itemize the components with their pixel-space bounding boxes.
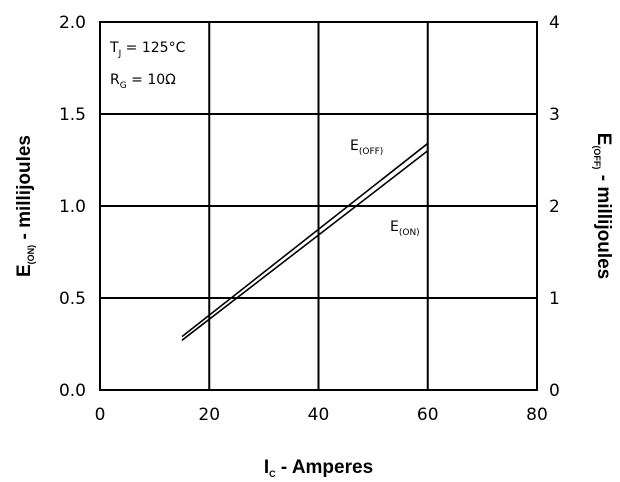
chart-labels: IC - Amperes E(ON) - millijoules E(OFF) - … [14, 40, 614, 479]
x-tick-label: 0 [95, 405, 106, 425]
y-right-tick-label: 4 [549, 13, 560, 33]
series-label-eoff: E(OFF) [350, 138, 383, 157]
x-tick-label: 40 [308, 405, 330, 425]
annotation-1: TJ = 125°C [109, 40, 186, 59]
plot-frame [99, 21, 538, 391]
y-right-tick-label: 0 [549, 381, 560, 401]
y-right-axis-title: E(OFF) - millijoules [592, 133, 614, 280]
y-left-tick-label: 0.5 [59, 289, 86, 309]
y-left-axis-title: E(ON) - millijoules [14, 135, 36, 277]
y-right-tick-label: 2 [549, 197, 560, 217]
y-left-tick-label: 2.0 [59, 13, 86, 33]
series-lines [181, 142, 429, 341]
y-left-tick-label: 0.0 [59, 381, 86, 401]
series-line-eon [181, 150, 429, 341]
y-right-tick-label: 3 [549, 105, 560, 125]
x-tick-label: 20 [198, 405, 220, 425]
x-tick-label: 60 [417, 405, 439, 425]
x-tick-label: 80 [526, 405, 548, 425]
x-axis-title: IC - Amperes [264, 457, 373, 479]
series-label-eon: E(ON) [390, 219, 420, 238]
y-left-tick-label: 1.0 [59, 197, 86, 217]
tick-labels: 0 20 40 60 80 0.0 0.5 1.0 1.5 2.0 0 1 2 3 4 [59, 13, 560, 425]
series-line-eoff [181, 142, 429, 338]
y-right-tick-label: 1 [549, 289, 560, 309]
annotation-2: RG = 10Ω [110, 72, 176, 91]
y-left-tick-label: 1.5 [59, 105, 86, 125]
